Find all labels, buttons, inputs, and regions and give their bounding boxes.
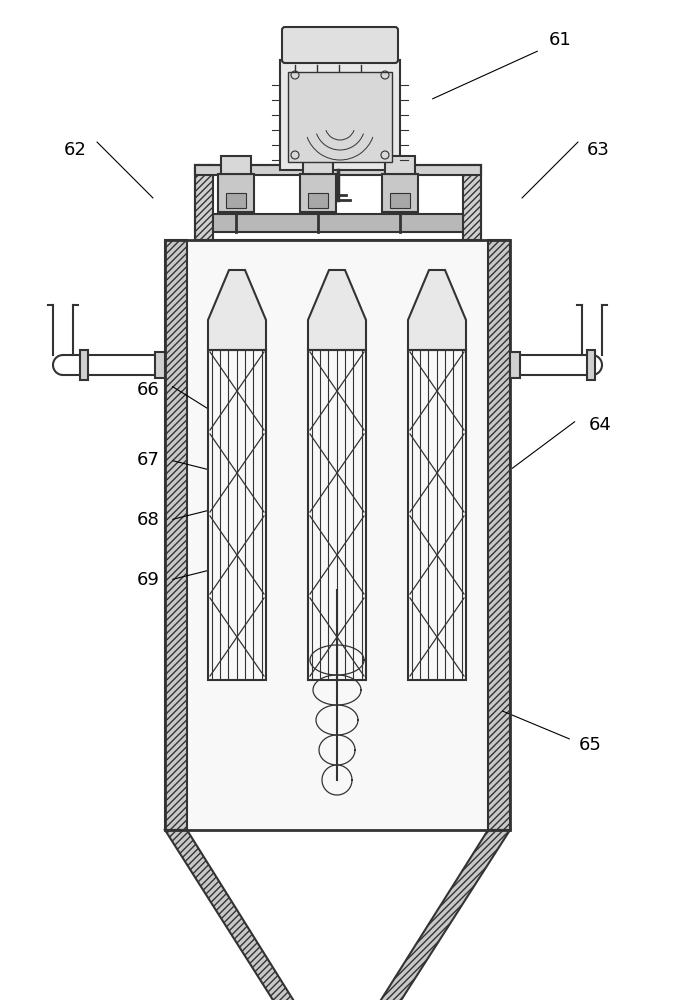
Polygon shape xyxy=(408,270,466,350)
Bar xyxy=(488,240,510,830)
Bar xyxy=(80,350,88,380)
Text: 64: 64 xyxy=(589,416,611,434)
Bar xyxy=(213,214,463,232)
Bar xyxy=(226,193,246,208)
Bar xyxy=(288,72,392,162)
Bar xyxy=(218,174,254,212)
Polygon shape xyxy=(208,270,266,350)
Bar xyxy=(587,350,595,380)
Text: 67: 67 xyxy=(137,451,160,469)
Bar xyxy=(303,156,333,174)
Text: 69: 69 xyxy=(137,571,160,589)
Text: 61: 61 xyxy=(549,31,571,49)
Text: 63: 63 xyxy=(587,141,610,159)
Bar xyxy=(208,350,266,680)
Bar xyxy=(195,165,481,175)
Bar xyxy=(165,240,187,830)
Bar xyxy=(195,165,481,240)
Text: 66: 66 xyxy=(137,381,160,399)
Polygon shape xyxy=(165,830,312,1000)
Bar xyxy=(165,240,510,830)
Bar xyxy=(155,352,165,378)
Bar xyxy=(195,165,213,240)
Bar xyxy=(187,240,488,830)
Bar xyxy=(221,156,251,174)
Bar xyxy=(382,174,418,212)
Bar xyxy=(385,156,415,174)
Bar xyxy=(308,193,328,208)
Text: 65: 65 xyxy=(579,736,602,754)
Text: 62: 62 xyxy=(64,141,87,159)
Bar xyxy=(390,193,410,208)
Bar xyxy=(280,60,400,170)
Text: 68: 68 xyxy=(137,511,160,529)
FancyBboxPatch shape xyxy=(282,27,398,63)
Polygon shape xyxy=(362,830,510,1000)
Bar xyxy=(308,350,366,680)
Polygon shape xyxy=(308,270,366,350)
Bar xyxy=(408,350,466,680)
Bar xyxy=(463,165,481,240)
Bar xyxy=(510,352,520,378)
Bar xyxy=(300,174,336,212)
